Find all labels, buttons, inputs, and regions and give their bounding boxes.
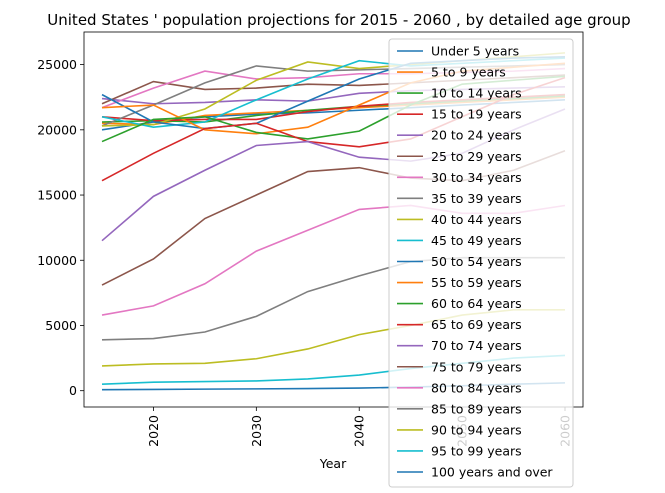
y-tick-label: 5000 (45, 318, 77, 333)
legend-label-18: 90 to 94 years (431, 422, 522, 437)
y-tick-label: 25000 (37, 57, 77, 72)
y-tick-label: 10000 (37, 253, 77, 268)
x-tick-label: 2040 (352, 415, 367, 447)
legend-label-12: 60 to 64 years (431, 296, 522, 311)
y-axis-ticks: 0 5000 10000 15000 20000 25000 (37, 57, 84, 398)
plot-frame (83, 31, 584, 408)
legend-label-13: 65 to 69 years (431, 317, 522, 332)
legend-label-3: 15 to 19 years (431, 107, 522, 122)
legend-label-14: 70 to 74 years (431, 338, 522, 353)
y-tick-label: 0 (69, 383, 77, 398)
x-tick-label: 2030 (249, 415, 264, 447)
legend-label-8: 40 to 44 years (431, 212, 522, 227)
legend-label-20: 100 years and over (431, 465, 553, 480)
legend-label-11: 55 to 59 years (431, 275, 522, 290)
legend-label-16: 80 to 84 years (431, 380, 522, 395)
x-tick-label: 2020 (146, 415, 161, 447)
legend: Under 5 years 5 to 9 years 10 to 14 years 1… (388, 38, 574, 488)
legend-label-17: 85 to 89 years (431, 401, 522, 416)
legend-frame (388, 38, 574, 488)
legend-label-7: 35 to 39 years (431, 191, 522, 206)
legend-label-4: 20 to 24 years (431, 128, 522, 143)
chart-title: United States ' population projections f… (47, 11, 630, 29)
legend-label-9: 45 to 49 years (431, 233, 522, 248)
y-tick-label: 20000 (37, 122, 77, 137)
y-tick-label: 15000 (37, 188, 77, 203)
legend-label-10: 50 to 54 years (431, 254, 522, 269)
legend-label-6: 30 to 34 years (431, 170, 522, 185)
legend-label-0: Under 5 years (431, 44, 519, 59)
legend-label-5: 25 to 29 years (431, 149, 522, 164)
legend-label-15: 75 to 79 years (431, 359, 522, 374)
x-axis-label: Year (319, 456, 347, 471)
legend-label-1: 5 to 9 years (431, 65, 506, 80)
axes (83, 31, 584, 408)
legend-label-19: 95 to 99 years (431, 443, 522, 458)
legend-label-2: 10 to 14 years (431, 86, 522, 101)
